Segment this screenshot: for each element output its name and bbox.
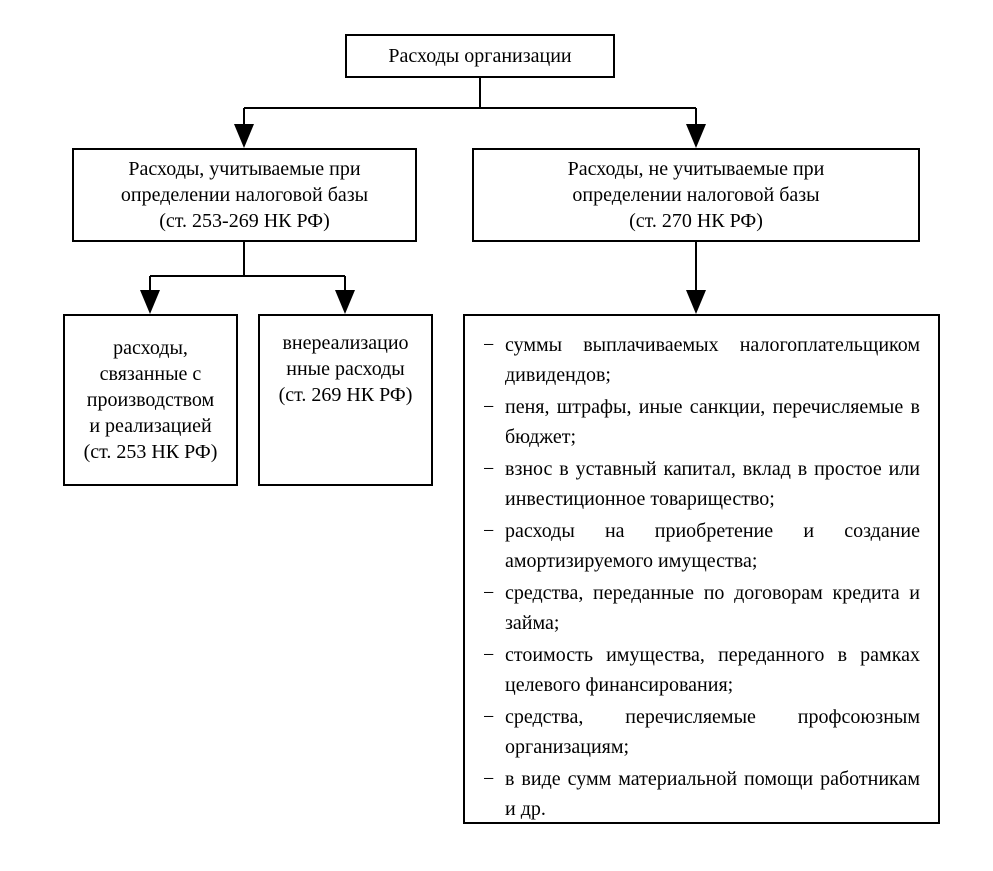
list-item: расходы на приобретение и создание аморт… <box>483 516 920 576</box>
right-branch-line1: Расходы, не учитываемые при <box>568 158 825 180</box>
node-left-branch-text: Расходы, учитываемые при определении нал… <box>121 156 368 234</box>
list-item: взнос в уставный капитал, вклад в просто… <box>483 454 920 514</box>
right-branch-line3: (ст. 270 НК РФ) <box>629 210 763 232</box>
left-child-a-line1: расходы, <box>113 337 188 359</box>
node-root: Расходы организации <box>345 34 615 78</box>
list-item: средства, перечисляемые профсоюзным орга… <box>483 702 920 762</box>
node-right-branch-text: Расходы, не учитываемые при определении … <box>568 156 825 234</box>
list-items: суммы выплачиваемых налогоплательщиком д… <box>483 330 920 824</box>
node-left-child-b: внереализацио нные расходы (ст. 269 НК Р… <box>258 314 433 486</box>
list-box: суммы выплачиваемых налогоплательщиком д… <box>463 314 940 824</box>
node-right-branch: Расходы, не учитываемые при определении … <box>472 148 920 242</box>
left-child-a-line4: и реализацией <box>89 415 211 437</box>
left-branch-line3: (ст. 253-269 НК РФ) <box>159 210 329 232</box>
right-branch-line2: определении налоговой базы <box>572 184 819 206</box>
node-left-child-a: расходы, связанные с производством и реа… <box>63 314 238 486</box>
left-child-b-line3: (ст. 269 НК РФ) <box>279 384 413 406</box>
node-left-child-b-text: внереализацио нные расходы (ст. 269 НК Р… <box>279 330 413 408</box>
left-child-b-line2: нные расходы <box>286 358 405 380</box>
node-left-branch: Расходы, учитываемые при определении нал… <box>72 148 417 242</box>
list-item: средства, переданные по договорам кредит… <box>483 578 920 638</box>
list-item: стоимость имущества, переданного в рамка… <box>483 640 920 700</box>
left-child-a-line5: (ст. 253 НК РФ) <box>84 441 218 463</box>
list-item: пеня, штрафы, иные санкции, перечисляемы… <box>483 392 920 452</box>
node-left-child-a-text: расходы, связанные с производством и реа… <box>84 335 218 465</box>
left-child-a-line3: производством <box>87 389 214 411</box>
list-item: в виде сумм материальной помощи работник… <box>483 764 920 824</box>
list-item: суммы выплачиваемых налогоплательщиком д… <box>483 330 920 390</box>
left-branch-line1: Расходы, учитываемые при <box>128 158 360 180</box>
node-root-label: Расходы организации <box>388 43 571 69</box>
left-child-b-line1: внереализацио <box>282 332 408 354</box>
left-child-a-line2: связанные с <box>100 363 202 385</box>
left-branch-line2: определении налоговой базы <box>121 184 368 206</box>
